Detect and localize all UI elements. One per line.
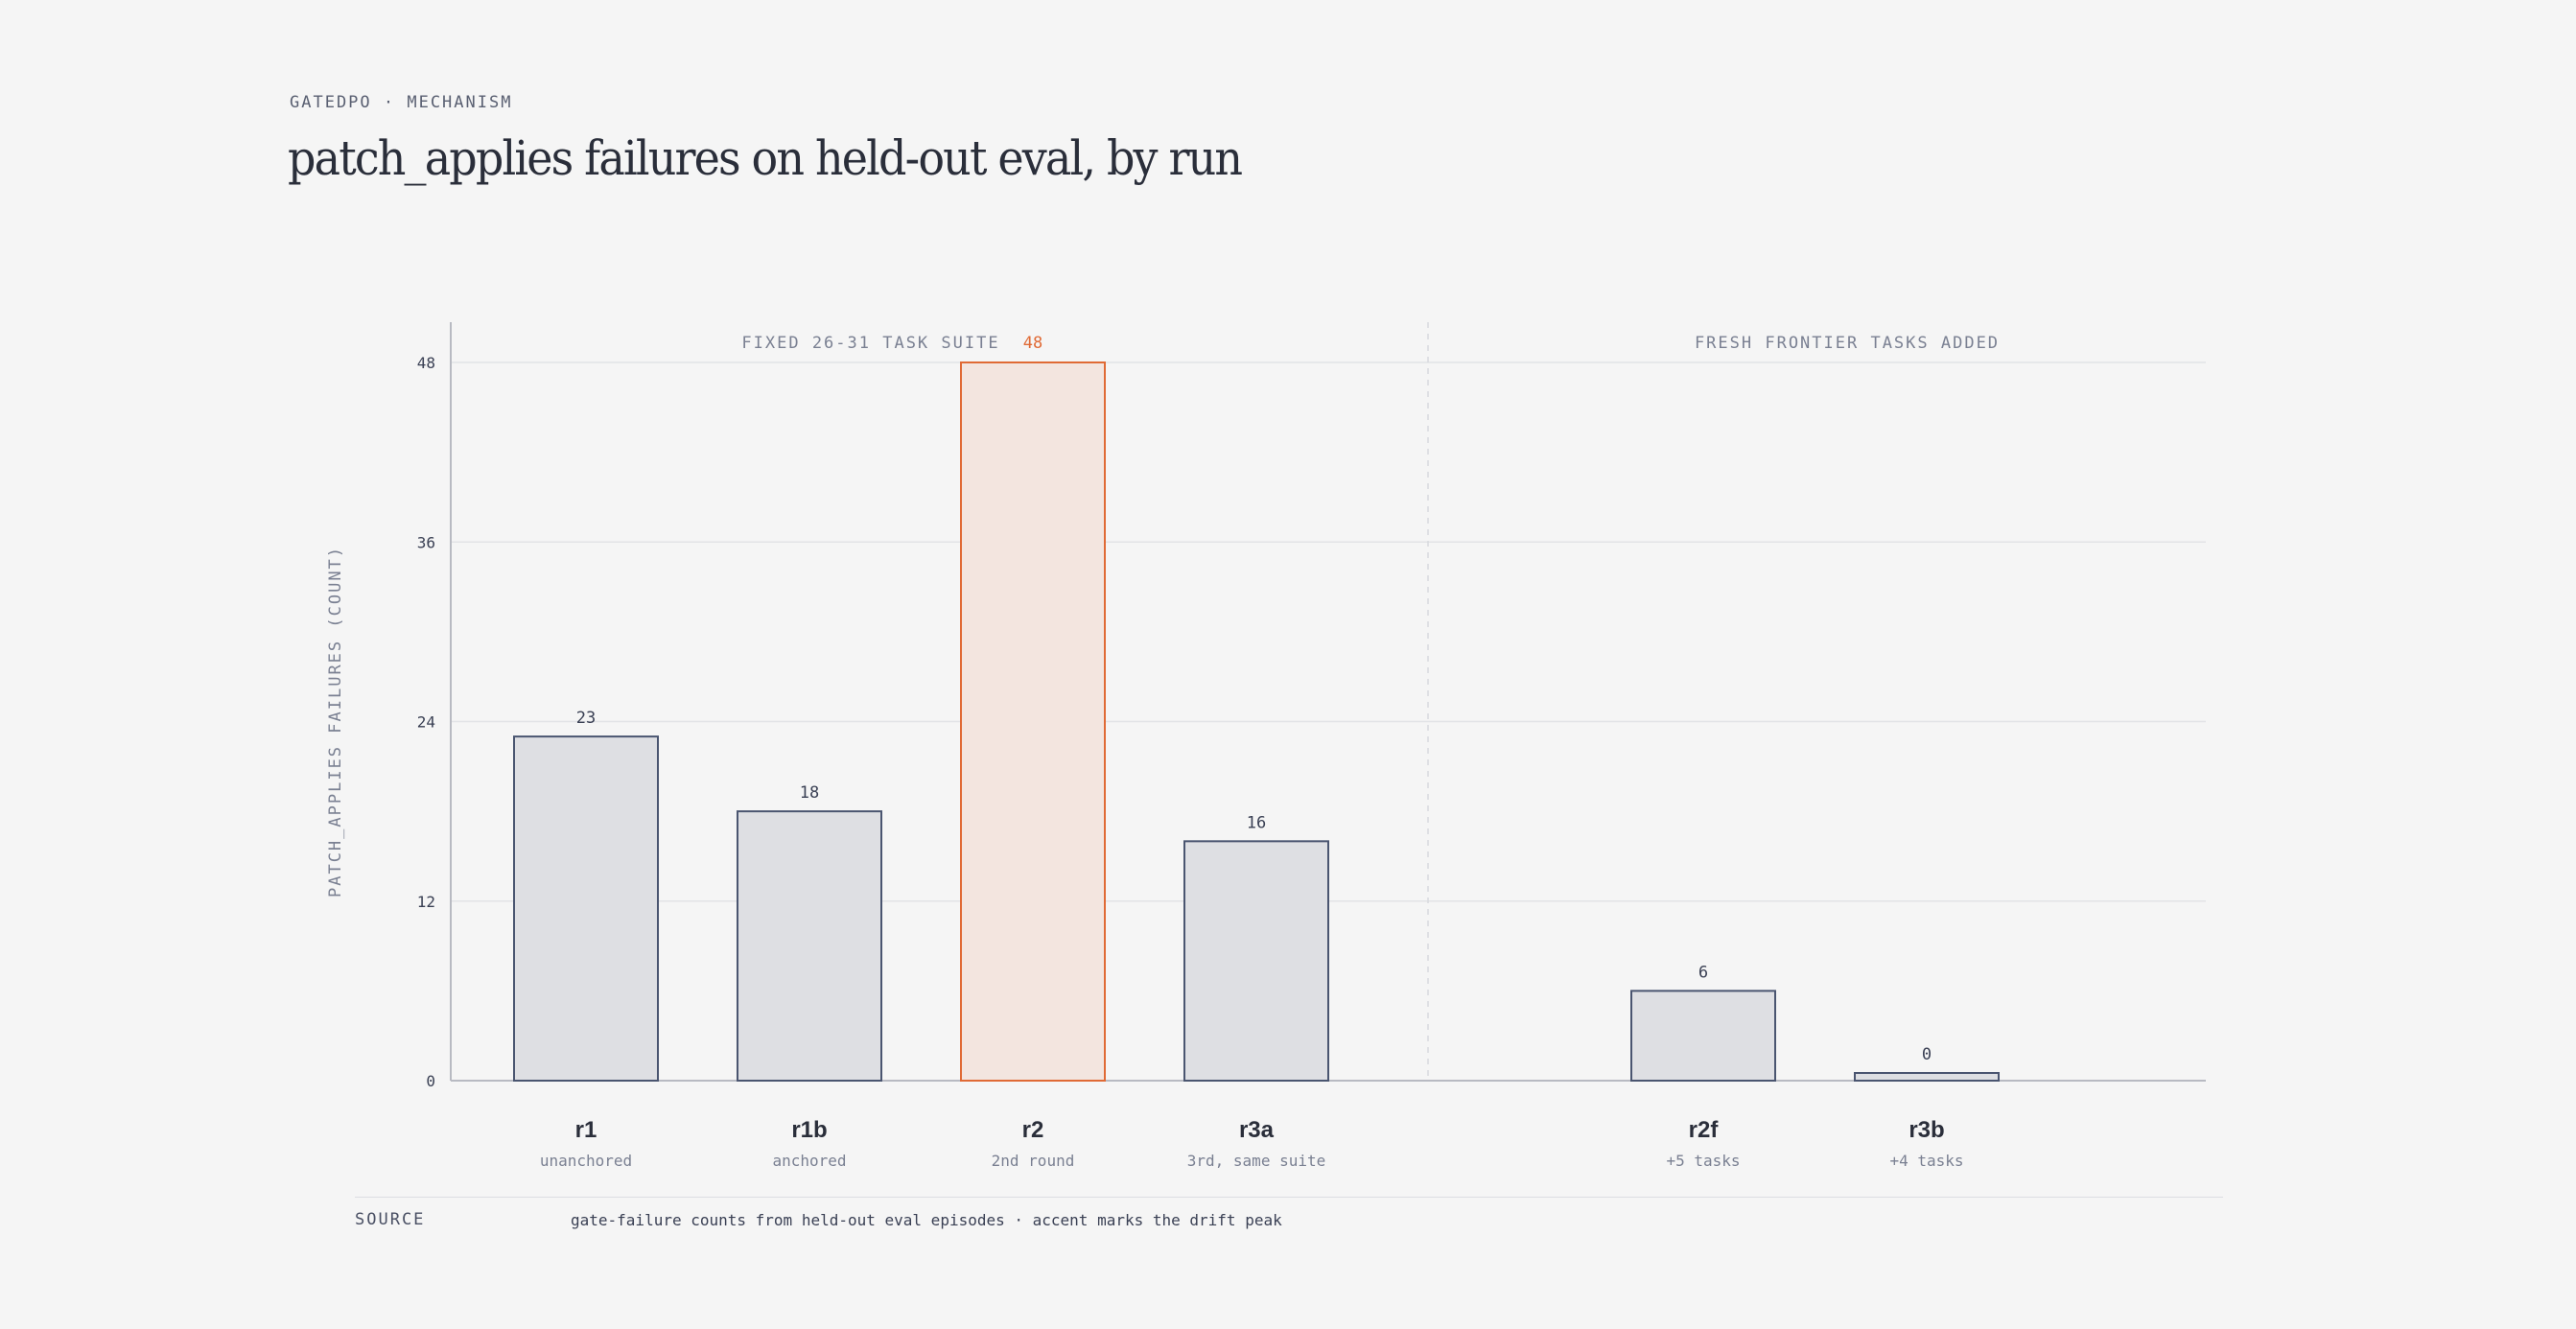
x-tick-sublabel: 3rd, same suite: [1187, 1152, 1326, 1170]
bar-value-label: 0: [1922, 1045, 1932, 1064]
bar-r3b: [1854, 1072, 2000, 1082]
x-tick-label: r2f: [1689, 1117, 1720, 1143]
x-tick-label: r1: [575, 1117, 597, 1143]
y-tick-label: 48: [417, 354, 435, 372]
bar-value-label: 18: [800, 783, 819, 803]
x-tick-label: r2: [1022, 1117, 1044, 1143]
x-tick-sublabel: anchored: [772, 1152, 846, 1170]
chart-title: patch_applies failures on held-out eval,…: [288, 130, 1243, 186]
source-divider: [355, 1197, 2223, 1198]
group-label: FRESH FRONTIER TASKS ADDED: [1695, 334, 2000, 353]
x-tick-label: r1b: [791, 1117, 827, 1143]
bar-value-label: 6: [1698, 963, 1708, 982]
x-tick-sublabel: 2nd round: [992, 1152, 1075, 1170]
bar-value-label: 48: [1023, 334, 1042, 353]
y-tick-label: 12: [417, 893, 435, 911]
source-label: SOURCE: [355, 1210, 426, 1229]
eyebrow-label: GATEDPO · MECHANISM: [290, 93, 513, 112]
bar-r3a: [1183, 840, 1329, 1082]
y-tick-label: 0: [426, 1072, 435, 1090]
x-tick-label: r3a: [1239, 1117, 1275, 1143]
bar-r1: [513, 735, 659, 1083]
y-tick-label: 36: [417, 533, 435, 551]
x-tick-sublabel: unanchored: [540, 1152, 632, 1170]
x-tick-sublabel: +4 tasks: [1889, 1152, 1963, 1170]
x-tick-label: r3b: [1909, 1117, 1944, 1143]
bar-value-label: 16: [1247, 813, 1266, 832]
y-tick-label: 24: [417, 713, 435, 732]
group-label: FIXED 26-31 TASK SUITE: [741, 334, 999, 353]
bar-r2f: [1630, 990, 1776, 1082]
bar-r1b: [737, 810, 882, 1082]
source-text: gate-failure counts from held-out eval e…: [571, 1211, 1282, 1229]
bar-value-label: 23: [576, 709, 596, 728]
y-axis-label: PATCH_APPLIES FAILURES (COUNT): [326, 546, 345, 898]
x-tick-sublabel: +5 tasks: [1666, 1152, 1740, 1170]
bar-r2: [960, 361, 1106, 1082]
